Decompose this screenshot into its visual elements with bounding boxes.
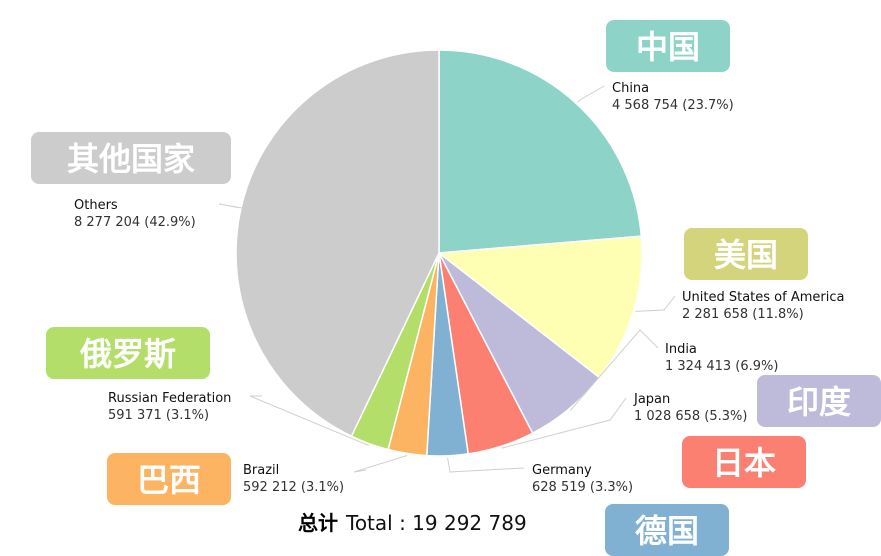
slice-china (438, 49, 643, 254)
badge-bg-india (757, 375, 881, 427)
label-name-china: China (612, 81, 649, 96)
badge-usa: 美国 (684, 228, 808, 280)
label-value-china: 4 568 754 (23.7%) (612, 98, 734, 113)
badge-bg-china (606, 20, 730, 72)
badge-russia: 俄罗斯 (46, 327, 210, 379)
label-value-japan: 1 028 658 (5.3%) (634, 409, 747, 424)
badge-bg-usa (684, 228, 808, 280)
label-name-others: Others (74, 198, 118, 213)
leader-line-japan (501, 397, 627, 449)
badge-text-india: 印度 (787, 383, 851, 421)
badge-bg-others (31, 132, 231, 184)
badge-germany: 德国 (605, 504, 729, 556)
badge-bg-germany (605, 504, 729, 556)
leader-line-germany (447, 457, 525, 473)
badge-japan: 日本 (682, 436, 806, 488)
leader-line-usa (635, 295, 676, 312)
leader-line-china (577, 85, 605, 103)
total-line: 总计 Total : 19 292 789 (298, 511, 527, 535)
label-value-usa: 2 281 658 (11.8%) (682, 307, 804, 322)
slice-labels: China 4 568 754 (23.7%) United States of A… (74, 81, 844, 495)
badge-text-germany: 德国 (635, 512, 699, 550)
badge-bg-brazil (107, 453, 231, 505)
label-name-brazil: Brazil (243, 463, 279, 478)
badge-others: 其他国家 (31, 132, 231, 184)
label-value-russia: 591 371 (3.1%) (108, 408, 209, 423)
badge-text-china: 中国 (636, 28, 700, 66)
badge-text-others: 其他国家 (67, 140, 195, 178)
badge-text-japan: 日本 (712, 444, 776, 482)
label-name-india: India (665, 342, 697, 357)
label-value-germany: 628 519 (3.3%) (532, 480, 633, 495)
badge-bg-japan (682, 436, 806, 488)
leader-lines (218, 85, 676, 473)
leader-line-india (569, 329, 659, 411)
label-name-russia: Russian Federation (108, 391, 231, 406)
badge-india: 印度 (757, 375, 881, 427)
label-name-japan: Japan (633, 392, 670, 407)
leader-line-others (218, 203, 243, 209)
label-value-others: 8 277 204 (42.9%) (74, 215, 196, 230)
pie-slices (235, 49, 643, 457)
badge-bg-russia (46, 327, 210, 379)
label-value-brazil: 592 212 (3.1%) (243, 480, 344, 495)
total-value: Total : 19 292 789 (345, 511, 527, 535)
label-name-usa: United States of America (682, 290, 844, 305)
label-value-india: 1 324 413 (6.9%) (665, 359, 778, 374)
total-zh-label: 总计 (298, 511, 338, 535)
leader-line-russia (249, 395, 369, 447)
badge-text-russia: 俄罗斯 (79, 335, 176, 373)
label-name-germany: Germany (532, 463, 592, 478)
badge-text-usa: 美国 (714, 236, 778, 274)
badge-brazil: 巴西 (107, 453, 231, 505)
badge-text-brazil: 巴西 (137, 461, 201, 499)
badge-china: 中国 (606, 20, 730, 72)
leader-line-brazil (353, 455, 408, 473)
